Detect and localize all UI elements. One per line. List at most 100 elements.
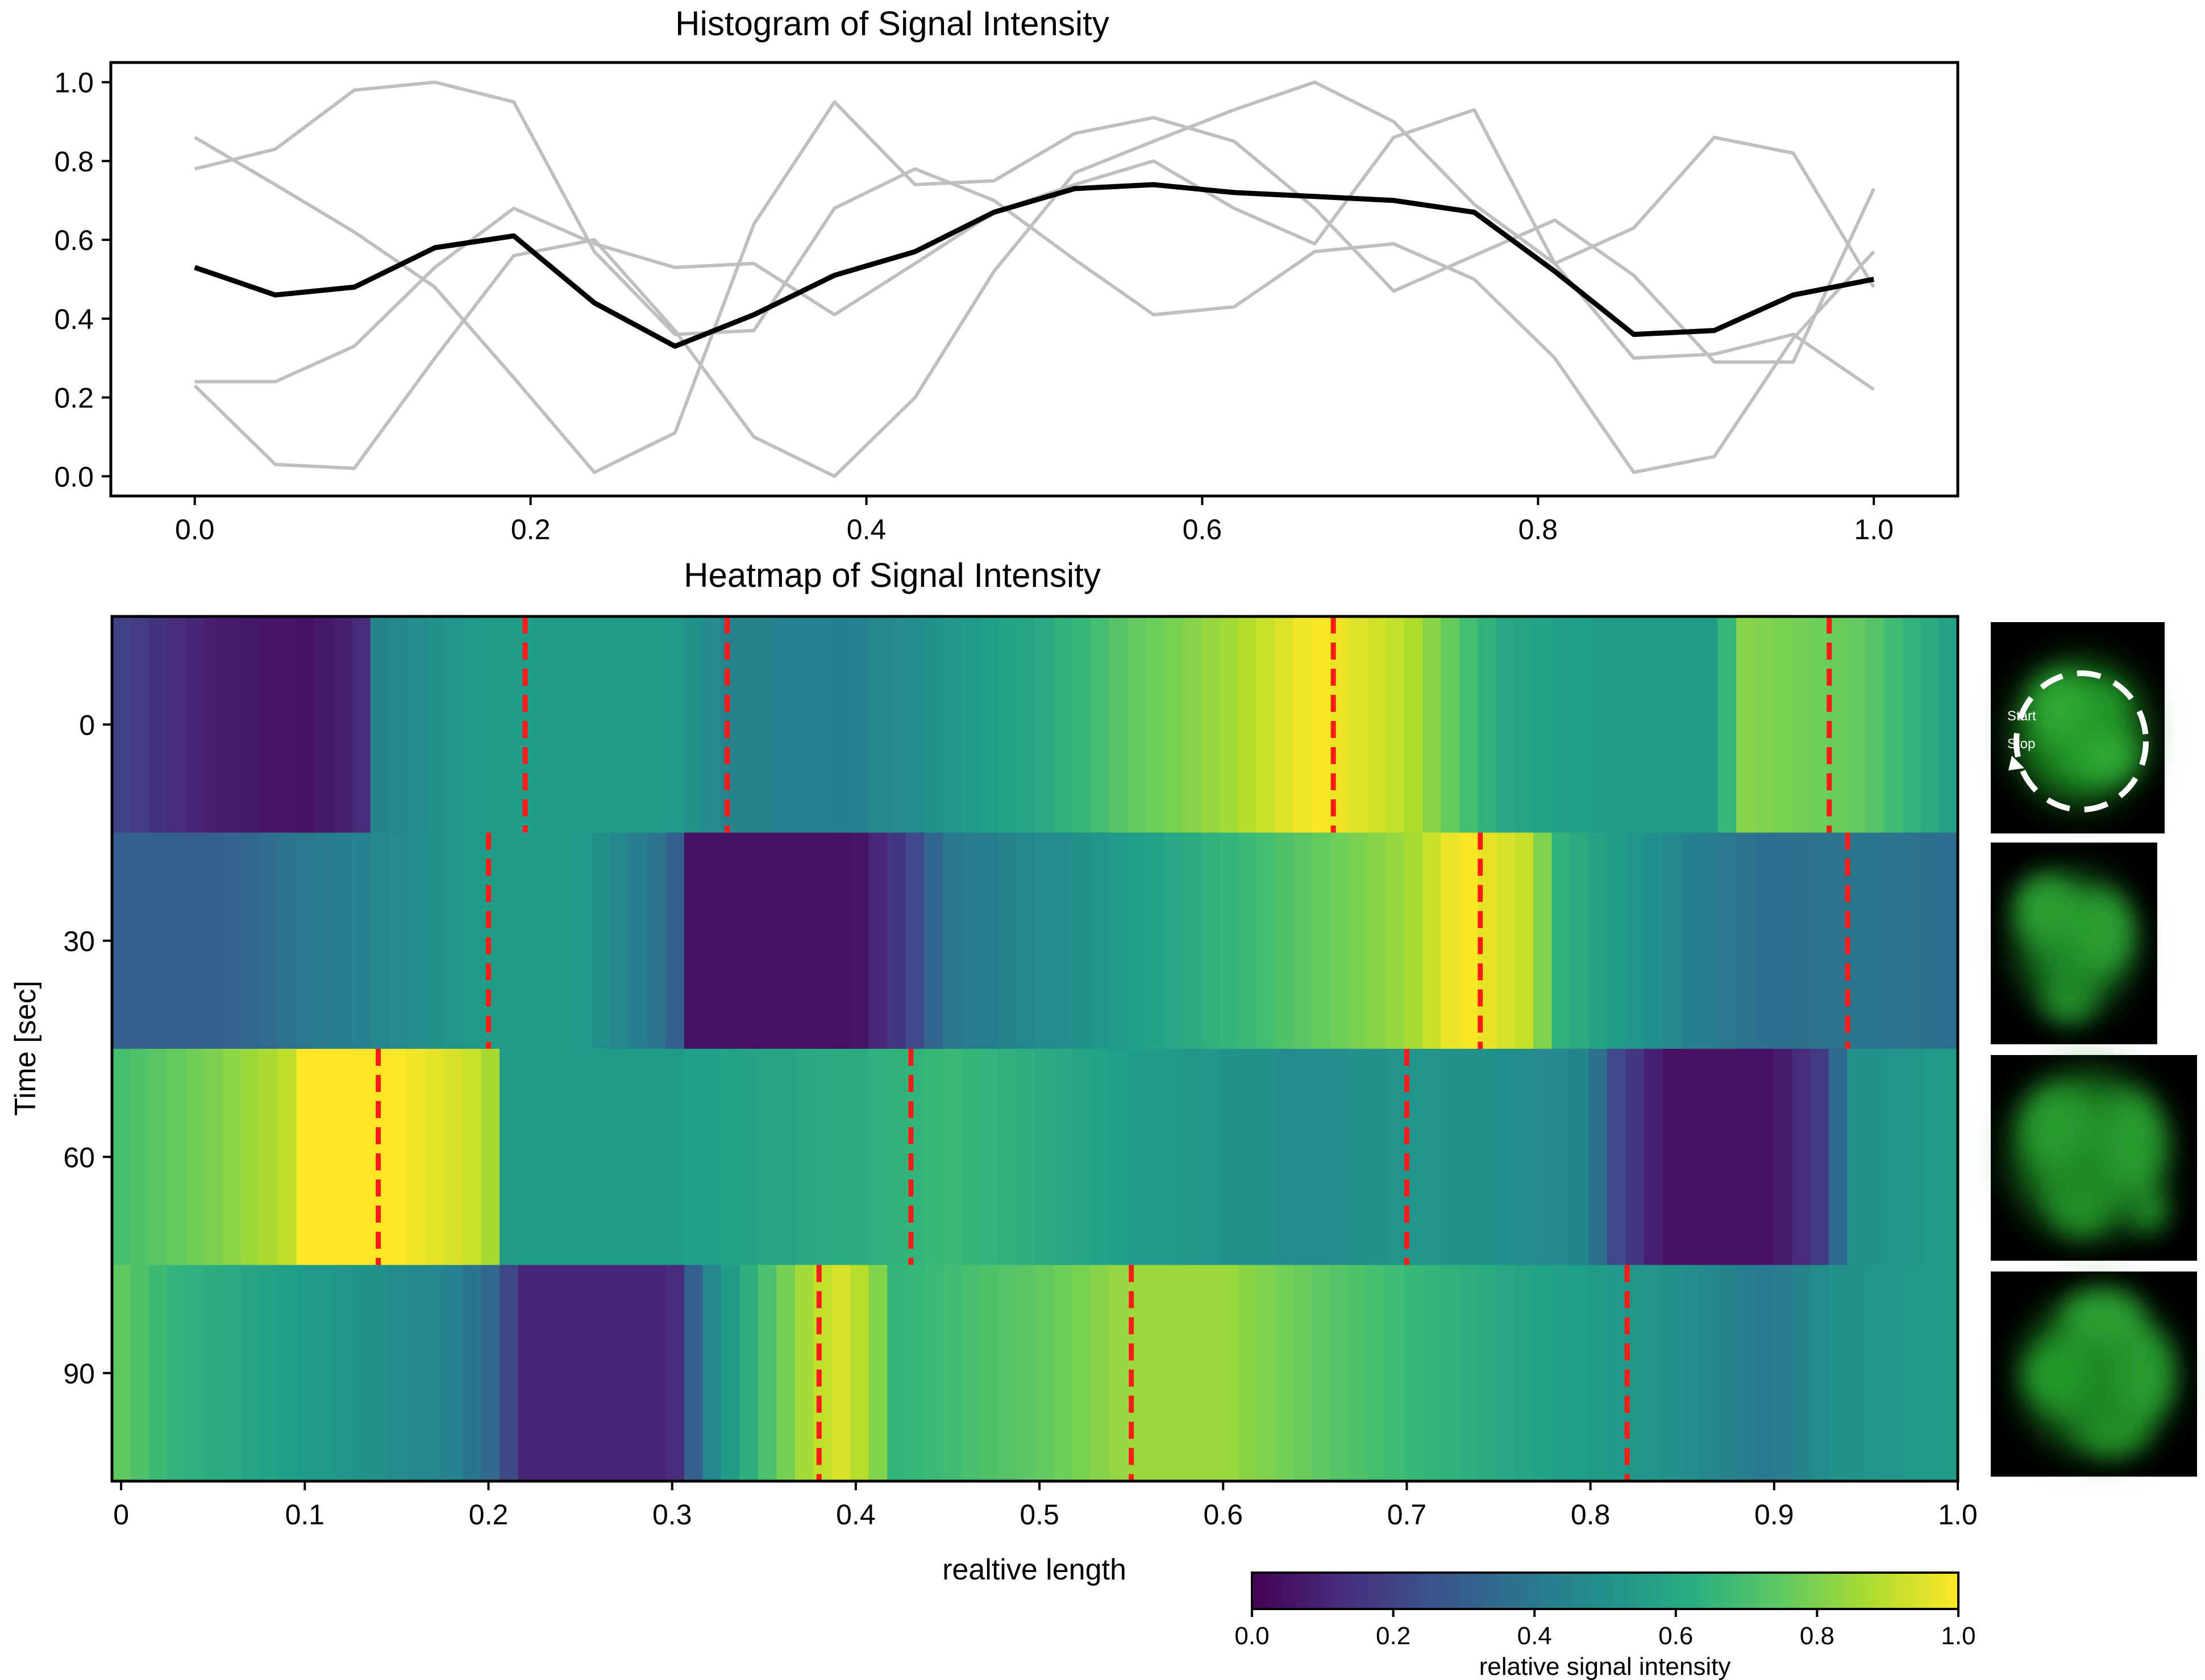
heatmap-cell <box>1108 1049 1128 1265</box>
heatmap-cell <box>1939 616 1958 833</box>
heatmap-cell <box>315 1049 334 1265</box>
heatmap-cell <box>1717 1265 1737 1482</box>
heatmap-cell <box>1551 616 1571 833</box>
heatmap-cell <box>758 832 777 1049</box>
line-chart-y-axis: 0.0 0.2 0.4 0.6 0.8 1.0 <box>54 67 111 493</box>
heatmap-cell <box>1071 1265 1091 1482</box>
heatmap-cell <box>831 1265 851 1482</box>
heatmap-cell <box>130 1049 149 1265</box>
line-y-tick-label: 0.2 <box>54 382 94 414</box>
heatmap-cell <box>407 616 426 833</box>
heatmap-cell <box>241 1049 260 1265</box>
heatmap-cell <box>352 832 371 1049</box>
heatmap-cell <box>222 832 242 1049</box>
line-series-mean <box>194 182 1875 349</box>
heatmap-cell <box>1349 616 1368 833</box>
heatmap-cell <box>1108 1265 1128 1482</box>
heatmap-cell <box>1201 616 1220 833</box>
heatmap-row-30 <box>112 832 1958 1049</box>
heatmap-cell <box>296 1265 316 1482</box>
heatmap-cell <box>1773 616 1792 833</box>
heatmap-cell <box>333 1049 353 1265</box>
heatmap-cell <box>130 616 149 833</box>
heatmap-cell <box>1275 832 1294 1049</box>
line-chart: Histogram of Signal Intensity 0.0 0.2 0.4 0… <box>54 5 1959 545</box>
colorbar-tick-label: 0.2 <box>1376 1622 1411 1650</box>
heatmap-cell <box>1053 1265 1072 1482</box>
heatmap-cell <box>1441 832 1460 1049</box>
heatmap-cell <box>370 1265 389 1482</box>
heatmap-cell <box>776 616 796 833</box>
heatmap-cell <box>1182 1265 1202 1482</box>
heatmap-cell <box>665 1049 685 1265</box>
heatmap-cell <box>924 1049 943 1265</box>
line-y-tick-label: 0.8 <box>54 145 94 177</box>
heatmap-cell <box>500 1049 519 1265</box>
heatmap-cell <box>1404 616 1423 833</box>
heatmap-cell <box>868 1049 888 1265</box>
heatmap-cell <box>684 1049 704 1265</box>
heatmap-cell <box>702 832 722 1049</box>
inset-roi-circle <box>2013 670 2149 812</box>
heatmap-cell <box>1680 832 1700 1049</box>
heatmap-cell <box>259 832 279 1049</box>
heatmap-cell <box>352 616 371 833</box>
heatmap-cell <box>241 832 260 1049</box>
heatmap-cell <box>241 616 260 833</box>
heatmap-cell <box>1127 1049 1146 1265</box>
inset-start-label: Start <box>2007 708 2036 724</box>
heatmap-cell <box>1349 1265 1368 1482</box>
heatmap-cell <box>684 832 704 1049</box>
heatmap-cell <box>1680 1049 1700 1265</box>
heatmap-cell <box>1496 832 1516 1049</box>
heatmap-cell <box>1053 832 1072 1049</box>
heatmap-y-tick-label: 0 <box>79 709 95 741</box>
heatmap-cell <box>1791 1265 1811 1482</box>
heatmap-cell <box>1662 616 1682 833</box>
heatmap-cell <box>1736 1265 1755 1482</box>
heatmap-cell <box>1386 1049 1405 1265</box>
heatmap-cell <box>1127 616 1146 833</box>
heatmap-cell <box>924 616 943 833</box>
heatmap-cell <box>979 1049 999 1265</box>
heatmap-cell <box>942 832 962 1049</box>
heatmap-cell <box>352 1265 371 1482</box>
heatmap-cell <box>942 1265 962 1482</box>
heatmap-cell <box>1754 1049 1774 1265</box>
heatmap-cell <box>1386 616 1405 833</box>
heatmap-cell <box>1108 616 1128 833</box>
heatmap-cell <box>998 616 1017 833</box>
heatmap-cell <box>1533 1265 1553 1482</box>
heatmap-cell <box>500 1265 519 1482</box>
heatmap-cell <box>702 616 722 833</box>
heatmap-cell <box>112 1265 131 1482</box>
heatmap-row-60 <box>112 1049 1958 1265</box>
heatmap-cell <box>185 1049 205 1265</box>
heatmap-cell <box>1386 1265 1405 1482</box>
heatmap-cell <box>1791 832 1811 1049</box>
heatmap-cell <box>1016 1265 1035 1482</box>
heatmap-cell <box>426 832 445 1049</box>
heatmap-row-90 <box>112 1265 1958 1482</box>
heatmap-cell <box>370 616 389 833</box>
heatmap-cell <box>702 1265 722 1482</box>
inset-panel-3 <box>1991 1055 2197 1261</box>
heatmap-cell <box>1662 1265 1682 1482</box>
line-y-tick-label: 1.0 <box>54 67 94 99</box>
heatmap-cell <box>1071 1049 1091 1265</box>
heatmap-cell <box>1939 1265 1958 1482</box>
heatmap-cell <box>1884 1049 1903 1265</box>
heatmap-cell <box>647 1265 667 1482</box>
heatmap-cell <box>389 832 408 1049</box>
heatmap-cell <box>1164 1265 1183 1482</box>
heatmap-cell <box>463 1265 482 1482</box>
heatmap-cell <box>463 616 482 833</box>
heatmap-cell <box>185 832 205 1049</box>
heatmap-cell <box>1090 1265 1109 1482</box>
heatmap-cell <box>1699 1049 1719 1265</box>
heatmap-cell <box>1275 1049 1294 1265</box>
heatmap-cell <box>794 1265 814 1482</box>
heatmap-cell <box>1238 1265 1257 1482</box>
heatmap-cell <box>1625 832 1645 1049</box>
heatmap-cell <box>1533 1049 1553 1265</box>
